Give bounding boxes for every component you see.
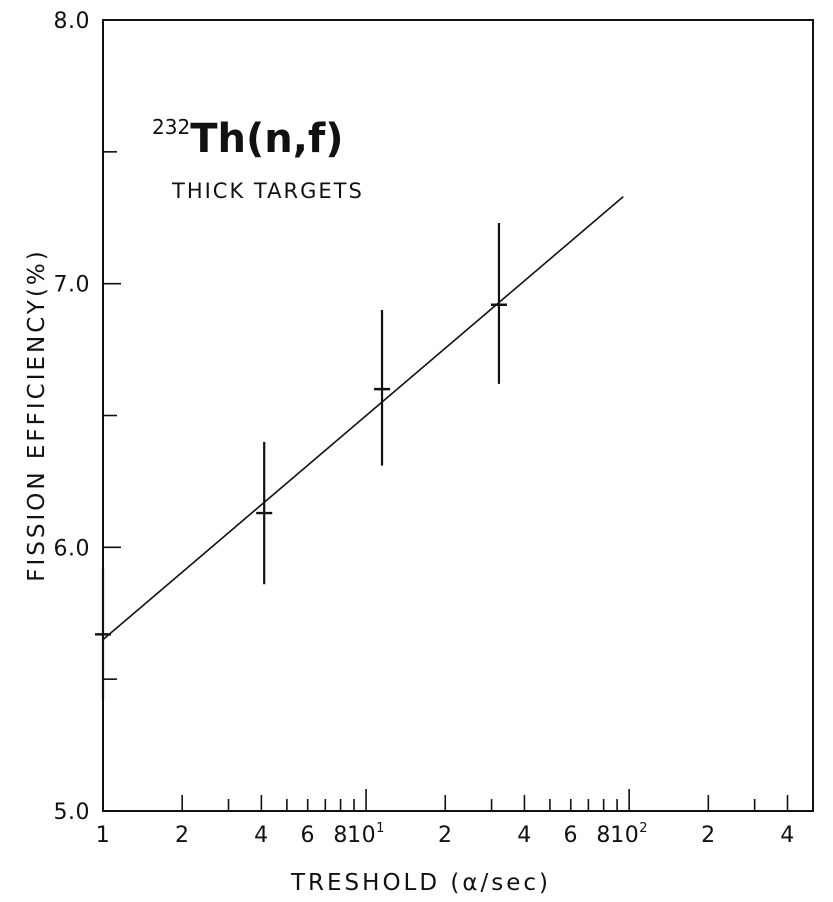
x-tick-label: 2 <box>438 823 453 848</box>
axis-ticks <box>102 19 814 812</box>
x-tick-label: 6 <box>300 823 315 848</box>
x-tick-label: 102 <box>610 821 648 848</box>
chart-subtitle: THICK TARGETS <box>171 179 364 203</box>
x-tick-label: 4 <box>517 823 532 848</box>
axis-tick-labels: 1 2 4 6 8 101 2 4 6 8 102 2 45.06.07.08.0 <box>54 9 795 848</box>
y-tick-label: 7.0 <box>54 273 91 298</box>
x-tick-label: 8 <box>596 823 611 848</box>
x-tick-label: 4 <box>254 823 269 848</box>
x-tick-label: 4 <box>780 823 795 848</box>
x-tick-label: 6 <box>564 823 579 848</box>
y-axis-label: FISSION EFFICIENCY(%) <box>24 248 50 581</box>
x-axis-label: TRESHOLD (α/sec) <box>290 870 551 896</box>
y-tick-label: 8.0 <box>54 9 91 34</box>
x-tick-label: 101 <box>347 821 385 848</box>
fit-line <box>102 196 624 641</box>
x-tick-label: 2 <box>701 823 716 848</box>
x-tick-label: 8 <box>333 823 348 848</box>
title-superscript: 232 <box>152 115 190 139</box>
data-points <box>95 223 507 701</box>
y-tick-label: 5.0 <box>54 800 91 825</box>
y-tick-label: 6.0 <box>54 536 91 561</box>
chart-title: 232Th(n,f) <box>152 115 344 162</box>
title-main: Th(n,f) <box>190 116 343 162</box>
x-tick-label: 1 <box>96 823 111 848</box>
x-tick-label: 2 <box>175 823 190 848</box>
